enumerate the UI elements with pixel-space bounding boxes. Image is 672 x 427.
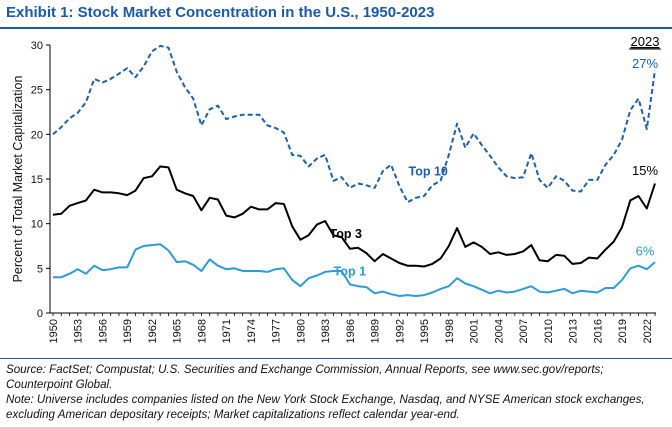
y-axis-label: Percent of Total Market Capitalization	[11, 76, 25, 283]
x-tick-label: 1989	[370, 319, 382, 343]
x-tick-label: 2016	[592, 319, 604, 343]
x-tick-label: 1986	[345, 319, 357, 343]
series-label-top3: Top 3	[330, 227, 362, 241]
x-tick-label: 1968	[196, 319, 208, 343]
y-tick-label: 20	[31, 129, 43, 141]
chart-axes: 0 5 10 15 20 25 30 Percent of Total Market Capi…	[11, 40, 656, 343]
y-tick-label: 0	[37, 308, 43, 320]
series-line-top1	[53, 243, 656, 297]
x-tick-label: 2007	[518, 319, 530, 343]
x-tick-label: 1956	[97, 319, 109, 343]
y-tick-label: 10	[31, 219, 43, 231]
x-tick-label: 1959	[122, 319, 134, 343]
series-layer	[52, 44, 656, 297]
end-label-top10: 27%	[632, 56, 658, 71]
x-tick-label: 2001	[469, 319, 481, 343]
x-tick-label: 2004	[493, 319, 505, 343]
universe-note: Note: Universe includes companies listed…	[6, 393, 645, 421]
labels-layer: Top 10 Top 3 Top 1 2023 27% 15% 6%	[330, 34, 661, 278]
title-divider	[0, 27, 672, 29]
series-line-top3	[52, 165, 656, 268]
x-tick-label: 1995	[419, 319, 431, 343]
x-tick-label: 1962	[147, 319, 159, 343]
y-tick-label: 25	[31, 85, 43, 97]
x-tick-label: 2013	[568, 319, 580, 343]
x-tick-label: 1950	[48, 319, 60, 343]
x-tick-label: 1977	[271, 319, 283, 343]
source-note: Source: FactSet; Compustat; U.S. Securit…	[6, 363, 604, 391]
x-tick-label: 1992	[394, 319, 406, 343]
x-tick-label: 2022	[642, 319, 654, 343]
y-tick-label: 15	[31, 174, 43, 186]
x-tick-label: 1983	[320, 319, 332, 343]
y-tick-label: 5	[37, 263, 43, 275]
x-tick-label: 1965	[172, 319, 184, 343]
series-label-top1: Top 1	[334, 264, 366, 278]
year-header: 2023	[631, 34, 660, 49]
x-tick-label: 2010	[543, 319, 555, 343]
y-tick-label: 30	[31, 40, 43, 52]
x-tick-label: 1974	[246, 319, 258, 343]
series-line-top10	[52, 44, 656, 204]
x-tick-label: 1980	[295, 319, 307, 343]
series-label-top10: Top 10	[409, 164, 448, 178]
end-label-top1: 6%	[636, 243, 655, 258]
x-tick-label: 1953	[73, 319, 85, 343]
x-tick-label: 1971	[221, 319, 233, 343]
x-tick-label: 1998	[444, 319, 456, 343]
x-tick-label: 2019	[617, 319, 629, 343]
footnotes: Source: FactSet; Compustat; U.S. Securit…	[6, 362, 666, 422]
concentration-line-chart: 0 5 10 15 20 25 30 Percent of Total Market Capi…	[11, 34, 661, 343]
exhibit-title: Exhibit 1: Stock Market Concentration in…	[6, 4, 435, 21]
end-label-top3: 15%	[632, 163, 658, 178]
footnote-divider	[0, 358, 672, 359]
